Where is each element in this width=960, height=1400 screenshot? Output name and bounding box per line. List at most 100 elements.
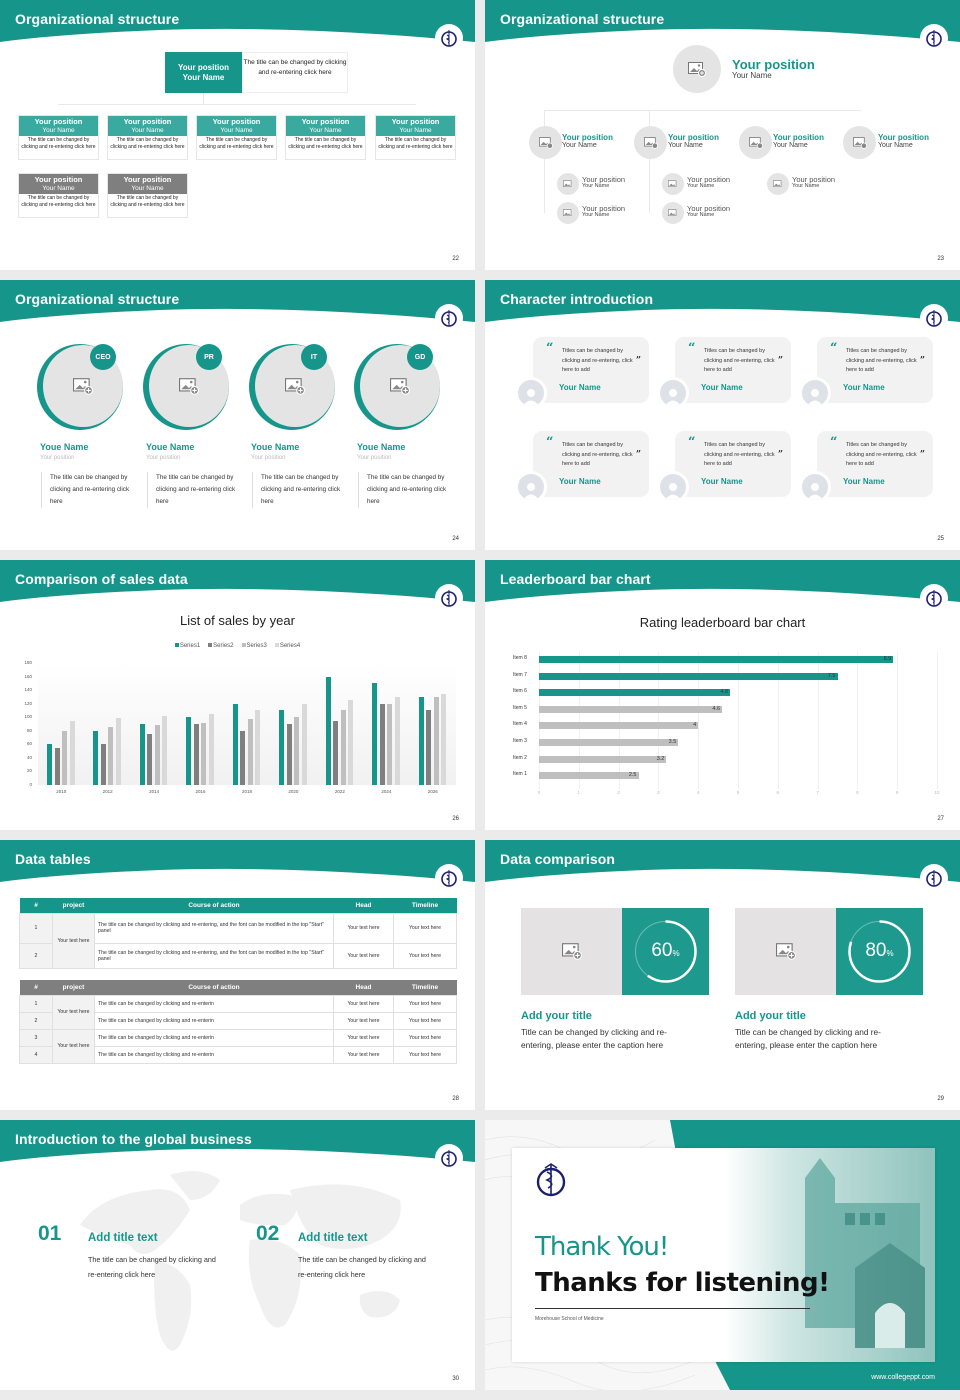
slide-25[interactable]: Character introduction “Titles can be ch… bbox=[485, 280, 960, 550]
table-row[interactable]: 1 Your text here The title can be change… bbox=[19, 912, 457, 969]
person-position: Your position bbox=[357, 455, 392, 461]
org-box[interactable]: Your position Your Name The title can be c… bbox=[107, 173, 188, 218]
open-quote-icon: “ bbox=[546, 435, 554, 450]
bar: 7.5 bbox=[539, 672, 838, 680]
slide-24[interactable]: Organizational structure CEO Youe Name Y… bbox=[0, 280, 475, 550]
person-name: Youe Name bbox=[146, 442, 195, 452]
category-label: Item 7 bbox=[513, 671, 527, 678]
open-quote-icon: “ bbox=[688, 435, 696, 450]
slide-title: Data comparison bbox=[500, 851, 616, 867]
school-logo-icon bbox=[920, 304, 948, 332]
data-table-2: # project Course of action Head Timeline… bbox=[19, 980, 457, 1064]
category-label: Item 1 bbox=[513, 771, 527, 778]
school-logo-icon bbox=[435, 24, 463, 52]
testimonial-card[interactable]: “Titles can be changed by clicking and r… bbox=[817, 431, 933, 497]
profile-photo[interactable] bbox=[143, 344, 229, 430]
slide-22[interactable]: Organizational structure Your position Yo… bbox=[0, 0, 475, 270]
category-label: Item 8 bbox=[513, 655, 527, 661]
bar: 4 bbox=[539, 722, 699, 730]
org-box[interactable]: Your position Your Name The title can be c… bbox=[285, 115, 366, 160]
close-quote-icon: ” bbox=[777, 356, 783, 366]
slide-title: Character introduction bbox=[500, 291, 654, 307]
bar bbox=[379, 703, 385, 785]
image-placeholder[interactable] bbox=[521, 908, 622, 995]
x-tick-label: 2024 bbox=[381, 789, 392, 794]
thank-you-heading: Thank You! bbox=[535, 1232, 669, 1262]
slide-26[interactable]: Comparison of sales data List of sales b… bbox=[0, 560, 475, 830]
photo-placeholder[interactable] bbox=[767, 173, 789, 195]
bar bbox=[294, 717, 300, 785]
slide-31-thank-you[interactable]: Thank You! Thanks for listening! Morehou… bbox=[485, 1120, 960, 1390]
school-logo-icon bbox=[920, 584, 948, 612]
image-placeholder[interactable] bbox=[735, 908, 836, 995]
bar bbox=[232, 703, 238, 785]
school-logo-icon bbox=[435, 864, 463, 892]
bar bbox=[301, 703, 307, 785]
connector-line bbox=[649, 110, 650, 213]
person-description: The title can be changed by clicking and… bbox=[147, 472, 237, 508]
slide-header: Data comparison bbox=[485, 840, 960, 888]
page-number: 30 bbox=[452, 1376, 459, 1382]
grid-line bbox=[897, 652, 899, 789]
photo-placeholder[interactable] bbox=[673, 45, 721, 93]
person-position: Your position bbox=[251, 455, 286, 461]
item-title: Add your title bbox=[735, 1010, 806, 1022]
y-tick-label: 100 bbox=[24, 714, 32, 720]
slide-30[interactable]: Introduction to the global business 01 A… bbox=[0, 1120, 475, 1390]
bar: 3.2 bbox=[539, 755, 667, 763]
open-quote-icon: “ bbox=[688, 341, 696, 356]
y-tick-label: 180 bbox=[24, 660, 32, 665]
org-box[interactable]: Your position Your Name The title can be c… bbox=[18, 173, 99, 218]
bar bbox=[54, 747, 60, 785]
slide-27[interactable]: Leaderboard bar chart Rating leaderboard… bbox=[485, 560, 960, 830]
connector-line bbox=[544, 110, 545, 213]
photo-placeholder[interactable] bbox=[843, 126, 876, 159]
data-label: 8.9 bbox=[883, 656, 892, 662]
role-badge: GD bbox=[407, 344, 433, 370]
testimonial-card[interactable]: “Titles can be changed by clicking and r… bbox=[675, 431, 791, 497]
avatar-icon bbox=[799, 471, 831, 503]
photo-placeholder[interactable] bbox=[634, 126, 667, 159]
org-box[interactable]: Your position Your Name The title can be c… bbox=[18, 115, 99, 160]
table-row[interactable]: 3 Your text here The title can be change… bbox=[19, 1028, 457, 1064]
table-row[interactable]: 2 The title can be changed by clicking a… bbox=[19, 1011, 457, 1030]
table-row[interactable]: 4 The title can be changed by clicking a… bbox=[19, 1045, 457, 1064]
photo-placeholder[interactable] bbox=[557, 202, 579, 224]
photo-placeholder[interactable] bbox=[529, 126, 562, 159]
slide-28[interactable]: Data tables # project Course of action H… bbox=[0, 840, 475, 1110]
org-box[interactable]: Your position Your Name The title can be c… bbox=[196, 115, 277, 160]
photo-placeholder[interactable] bbox=[662, 173, 684, 195]
testimonial-card[interactable]: “Titles can be changed by clicking and r… bbox=[533, 431, 649, 497]
image-placeholder-icon bbox=[561, 943, 582, 960]
position-label: Your position Your Name bbox=[687, 204, 731, 218]
bar bbox=[240, 730, 246, 785]
table-row[interactable]: 2 The title can be changed by clicking a… bbox=[19, 942, 457, 969]
photo-placeholder[interactable] bbox=[662, 202, 684, 224]
slide-29[interactable]: Data comparison 60% Add your title Title… bbox=[485, 840, 960, 1110]
org-box[interactable]: Your position Your Name The title can be c… bbox=[375, 115, 456, 160]
photo-placeholder[interactable] bbox=[739, 126, 772, 159]
slide-header: Organizational structure bbox=[0, 0, 475, 48]
school-logo-icon bbox=[535, 1160, 567, 1203]
testimonial-card[interactable]: “Titles can be changed by clicking and r… bbox=[817, 337, 933, 403]
table-row[interactable]: 1 Your text here The title can be change… bbox=[19, 994, 457, 1030]
website-link[interactable]: www.collegeppt.com bbox=[871, 1374, 935, 1381]
category-label: Item 6 bbox=[513, 688, 527, 695]
x-tick-label: 6 bbox=[776, 790, 780, 795]
page-number: 29 bbox=[937, 1096, 944, 1102]
top-position-box[interactable]: Your position Your Name bbox=[165, 52, 242, 93]
y-tick-label: 80 bbox=[26, 727, 32, 733]
photo-placeholder[interactable] bbox=[557, 173, 579, 195]
bar: 8.9 bbox=[539, 656, 894, 663]
testimonial-card[interactable]: “Titles can be changed by clicking and r… bbox=[533, 337, 649, 403]
position-label: Your position Your Name bbox=[687, 175, 731, 189]
category-label: Item 4 bbox=[513, 721, 527, 728]
grid-line bbox=[817, 652, 819, 789]
testimonial-card[interactable]: “Titles can be changed by clicking and r… bbox=[675, 337, 791, 403]
grid-line bbox=[539, 652, 540, 789]
org-box[interactable]: Your position Your Name The title can be c… bbox=[107, 115, 188, 160]
bar bbox=[394, 696, 400, 785]
slide-23[interactable]: Organizational structure Your position Yo… bbox=[485, 0, 960, 270]
page-number: 27 bbox=[937, 816, 944, 822]
